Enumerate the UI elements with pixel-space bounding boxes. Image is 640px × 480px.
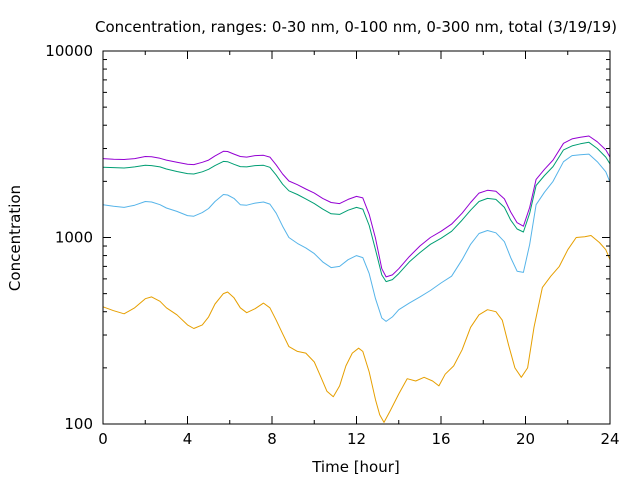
ticks-layer: 0 4 8 12 16 20 24 100 1000 10000 xyxy=(45,42,619,448)
y-tick-label: 100 xyxy=(64,415,93,433)
x-tick-label: 16 xyxy=(431,430,450,448)
series-layer xyxy=(102,135,611,423)
x-tick-label: 8 xyxy=(267,430,277,448)
x-tick-label: 0 xyxy=(98,430,108,448)
x-tick-label: 20 xyxy=(516,430,535,448)
chart-title: Concentration, ranges: 0-30 nm, 0-100 nm… xyxy=(95,18,617,36)
plot-area: 0 4 8 12 16 20 24 100 1000 10000 xyxy=(45,42,619,448)
x-tick-label: 24 xyxy=(600,430,619,448)
series-line-4 xyxy=(102,135,611,278)
x-tick-label: 12 xyxy=(347,430,366,448)
series-line-2 xyxy=(102,153,611,322)
series-line-3 xyxy=(102,141,611,283)
x-tick-label: 4 xyxy=(183,430,193,448)
y-axis-label: Concentration xyxy=(6,185,24,291)
y-tick-label: 1000 xyxy=(55,229,93,247)
x-axis-label: Time [hour] xyxy=(311,458,400,476)
series-line-1 xyxy=(102,235,611,423)
y-tick-label: 10000 xyxy=(45,42,93,60)
plot-frame xyxy=(102,50,611,425)
